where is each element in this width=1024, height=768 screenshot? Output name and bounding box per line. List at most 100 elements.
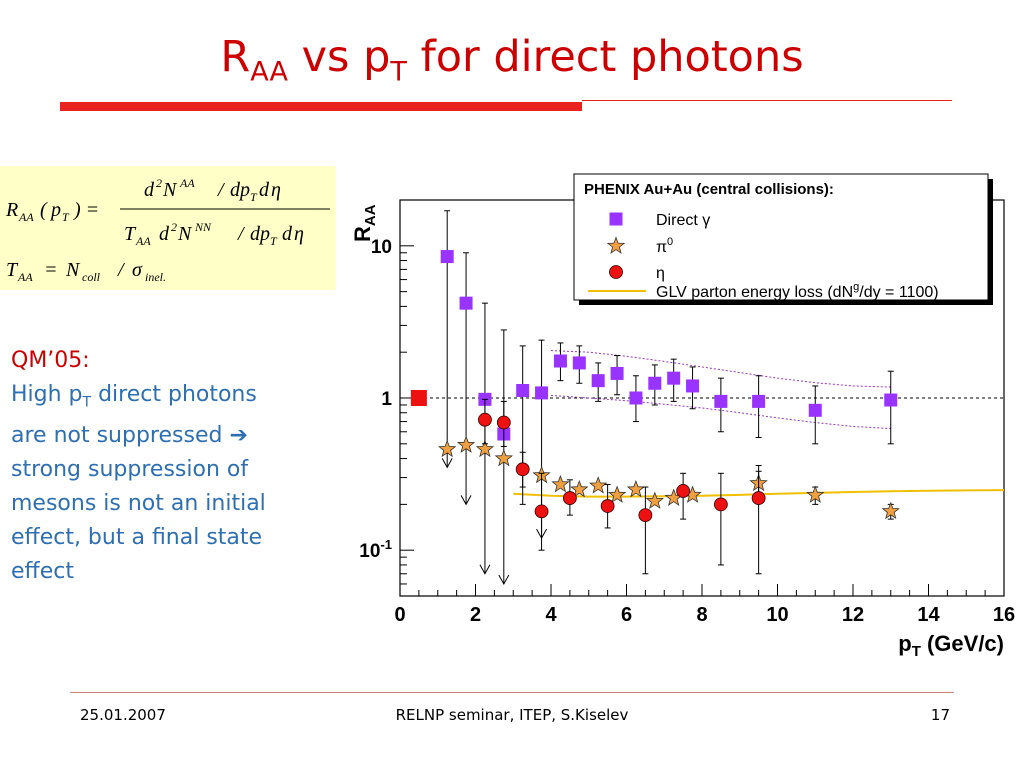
upper-limit-arrow xyxy=(479,564,491,575)
x-tick-label: 14 xyxy=(917,604,940,626)
pi0-point xyxy=(806,485,825,503)
direct-gamma-point xyxy=(648,376,662,390)
footer-page-number: 17 xyxy=(930,706,950,724)
legend-marker-star xyxy=(606,236,626,254)
svg-text:T: T xyxy=(270,234,278,248)
x-tick-label: 10 xyxy=(766,604,788,626)
title-underline-thick xyxy=(60,102,582,111)
raa-formula: R AA ( p T ) = d 2 N AA / dp T d η T AA … xyxy=(5,176,330,284)
svg-text:AA: AA xyxy=(135,234,151,248)
direct-gamma-point xyxy=(535,386,549,400)
pi0-point xyxy=(881,501,900,520)
eta-point xyxy=(562,491,577,505)
legend-label: Direct γ xyxy=(656,212,710,229)
svg-text:2: 2 xyxy=(171,220,177,234)
legend-label: η xyxy=(656,265,665,282)
legend-label: GLV parton energy loss (dNg/dy = 1100) xyxy=(656,281,939,301)
svg-text:d: d xyxy=(259,179,270,201)
svg-text:d: d xyxy=(159,223,170,245)
theory-band-upper xyxy=(550,350,891,388)
eta-point xyxy=(638,508,653,523)
pi0-point xyxy=(494,448,513,467)
upper-limit-arrow xyxy=(498,574,510,585)
raa-chart: 0 2 4 6 8 10 12 14 16 10 1 10-1 pT (GeV/c) RAA PHENIX … xyxy=(350,173,1015,660)
eta-point xyxy=(478,412,492,427)
pi0-point xyxy=(589,476,608,494)
svg-text:dp: dp xyxy=(230,179,250,201)
eta-point xyxy=(515,462,530,477)
svg-text:d: d xyxy=(282,223,293,245)
svg-text:T: T xyxy=(62,210,70,224)
svg-text:(: ( xyxy=(40,199,48,221)
direct-gamma-point xyxy=(516,384,530,398)
qm-label: QM’05: xyxy=(11,348,90,373)
direct-gamma-point xyxy=(610,366,624,380)
eta-point xyxy=(676,484,691,498)
formula-box: R AA ( p T ) = d 2 N AA / dp T d η T AA … xyxy=(0,166,336,290)
slide-body-text: QM’05: High pT direct photons are not su… xyxy=(11,344,347,589)
svg-text:T: T xyxy=(6,259,19,281)
x-tick-label: 4 xyxy=(545,604,557,626)
x-tick-label: 16 xyxy=(993,604,1015,626)
svg-text:η: η xyxy=(271,179,281,201)
legend-label: π0 xyxy=(656,236,673,256)
svg-text:) =: ) = xyxy=(73,199,99,221)
body-line-3: strong suppression of xyxy=(11,457,249,483)
direct-gamma-point xyxy=(629,391,643,405)
direct-gamma-point xyxy=(714,394,728,408)
pi0-point xyxy=(456,435,476,453)
direct-gamma-point xyxy=(752,394,766,408)
raa-chart-panel: 0 2 4 6 8 10 12 14 16 10 1 10-1 pT (GeV/c) RAA PHENIX … xyxy=(338,166,1024,660)
y-tick-label: 1 xyxy=(381,389,392,410)
direct-gamma-point xyxy=(884,393,898,407)
svg-text:AA: AA xyxy=(179,176,195,190)
legend-title: PHENIX Au+Au (central collisions): xyxy=(584,181,834,198)
eta-point xyxy=(600,499,615,513)
footer-rule xyxy=(70,692,954,693)
footer-center: RELNP seminar, ITEP, S.Kiselev xyxy=(395,706,629,724)
y-tick-label: 10-1 xyxy=(359,537,392,562)
svg-text:AA: AA xyxy=(18,210,34,224)
svg-text:2: 2 xyxy=(156,176,162,190)
pi0-point xyxy=(645,491,664,509)
body-line-4: mesons is not an initial xyxy=(11,491,266,517)
eta-point xyxy=(713,497,728,512)
upper-limit-arrow xyxy=(460,495,472,506)
footer-date: 25.01.2007 xyxy=(80,706,166,724)
pi0-point xyxy=(626,479,646,498)
direct-gamma-point xyxy=(440,250,454,264)
x-tick-label: 0 xyxy=(394,604,405,626)
svg-text:N: N xyxy=(162,179,178,201)
svg-text:/: / xyxy=(237,223,246,245)
direct-gamma-point xyxy=(808,403,822,417)
x-tick-label: 8 xyxy=(696,604,707,626)
svg-text:d: d xyxy=(144,179,155,201)
eta-point xyxy=(496,415,511,430)
svg-text:σ: σ xyxy=(132,259,143,281)
pi0-point xyxy=(475,439,495,458)
svg-text:T: T xyxy=(124,223,137,245)
svg-text:dp: dp xyxy=(250,223,270,245)
svg-text:/: / xyxy=(117,259,126,281)
svg-text:η: η xyxy=(294,223,304,245)
pi0-point xyxy=(438,439,457,458)
body-line-5: effect, but a final state xyxy=(11,525,263,551)
direct-gamma-point xyxy=(686,379,700,393)
eta-point xyxy=(534,504,549,519)
svg-text:p: p xyxy=(49,199,61,221)
svg-text:N: N xyxy=(65,259,81,281)
title-underline-thin xyxy=(582,100,952,101)
direct-gamma-point xyxy=(459,296,473,310)
direct-gamma-point xyxy=(553,354,567,368)
direct-gamma-point xyxy=(667,371,681,385)
body-line-1: High pT direct photons xyxy=(11,382,257,411)
x-tick-label: 6 xyxy=(621,604,632,626)
x-tick-label: 12 xyxy=(842,604,864,626)
x-tick-label: 2 xyxy=(470,604,481,626)
x-axis-label: pT (GeV/c) xyxy=(898,631,1004,660)
svg-text:/: / xyxy=(217,179,226,201)
normalization-square xyxy=(410,390,427,406)
legend-box xyxy=(573,173,989,301)
legend-marker-circle xyxy=(609,265,623,279)
direct-gamma-point xyxy=(572,356,586,370)
